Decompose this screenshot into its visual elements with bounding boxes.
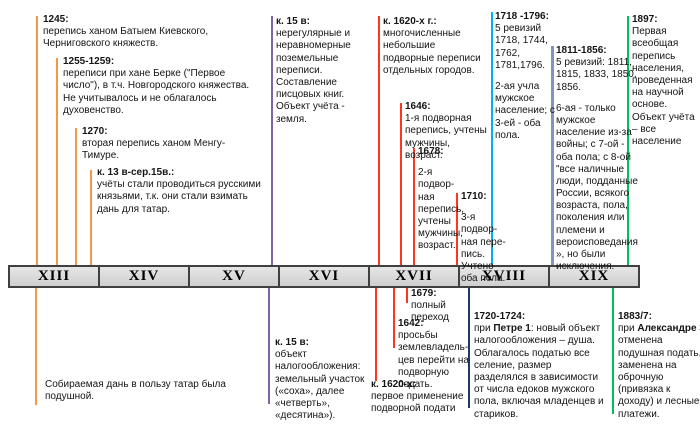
event-1883-text-pre: при [618,323,638,335]
event-1678-year: 1678: [418,146,444,157]
connector-1883 [612,288,614,414]
event-1245: 1245: перепись ханом Батыем Киевского, Ч… [43,14,243,51]
event-1646: 1646: 1-я подворная перепись, учтены муж… [405,101,490,162]
event-1720-year: 1720-1724: [474,311,526,322]
event-k15-top-text: нерегулярные и неравномерные поземельные… [276,28,351,125]
event-1245-text: перепись ханом Батыем Киевского, Черниго… [43,26,209,50]
event-1720-text-pre: при [474,323,494,335]
event-1245-year: 1245: [43,14,69,25]
event-1678-text: 2-я подвор-ная перепись, учтены мужчины,… [418,167,465,252]
connector-1718 [491,12,493,265]
event-1897-year: 1897: [632,14,658,25]
connector-1646 [400,103,402,265]
event-1679-text: полный переход [411,300,449,324]
event-1270: 1270: вторая перепись ханом Менгу-Тимуре… [82,126,242,163]
event-1811-1856: 1811-1856: 5 ревизий: 1811, 1815, 1833, … [556,45,642,273]
event-1720-text-bold: Петре 1 [493,323,531,335]
event-1255-text: переписи при хане Берке ("Первое число")… [63,68,250,116]
event-1679-year: 1679: [411,288,437,299]
connector-1679 [406,288,408,303]
event-k15-top: к. 15 в: нерегулярные и неравномерные по… [276,16,371,126]
event-1642-year: 1642: [398,318,424,329]
connector-1678 [413,148,415,265]
century-xvi: XVI [280,267,370,286]
connector-1710 [456,193,458,265]
event-1710-year: 1710: [461,191,487,202]
event-tribute-text: Собираемая дань в пользу татар была поду… [45,379,226,403]
event-1678: 1678: 2-я подвор-ная перепись, учтены му… [418,146,470,253]
connector-k15-bot [268,288,270,404]
event-1883-text-post: отменена подушная подать, заменена на об… [618,335,700,420]
event-1718-text: 5 ревизий 1718, 1744, 1762, 1781,1796. [495,23,548,71]
event-1811-text: 5 ревизий: 1811, 1815, 1833, 1850, 1856. [556,57,637,93]
event-1646-text: 1-я подворная перепись, учтены мужчины, … [405,113,487,161]
event-k15-bottom-text: объект налогообложения: земельный участо… [275,349,365,422]
event-1883-7: 1883/7: при Александре 3 отменена подушн… [618,311,700,421]
connector-1270 [75,128,77,265]
event-k1620-top-text: многочисленные небольшие подворные переп… [383,28,481,76]
century-xiv: XIV [100,267,190,286]
event-1270-text: вторая перепись ханом Менгу-Тимуре. [82,138,226,162]
connector-1897 [627,16,629,265]
century-xvii: XVII [370,267,460,286]
event-k1620-bottom-text: первое применение подворной подати [371,391,464,415]
event-1897: 1897: Первая всеобщая перепись населения… [632,14,696,148]
connector-k13 [90,170,92,265]
event-1679: 1679: полный переход [411,288,471,325]
event-k13-text: учёты стали проводиться русскими князьям… [97,179,261,215]
event-1255-year: 1255-1259: [63,56,115,67]
event-k1620-bottom-year: к. 1620-х: [371,379,417,390]
event-1718-text2: 2-ая учла мужское население; с 3-ей - об… [495,80,555,141]
event-1883-text-bold: Александре 3 [637,323,700,335]
century-bar: XIII XIV XV XVI XVII XVIII XIX [8,265,640,288]
event-1720-1724: 1720-1724: при Петре 1: новый объект нал… [474,311,606,421]
connector-1255 [56,58,58,265]
connector-1642 [393,288,395,348]
connector-k1620-bot [375,288,377,381]
event-1255-1259: 1255-1259: переписи при хане Берке ("Пер… [63,56,253,117]
event-1720-text-post: : новый объект налогообложения – душа. О… [474,323,604,420]
event-1718-year: 1718 -1796: [495,11,549,22]
connector-k1620-top [378,16,380,265]
connector-1245 [36,16,38,265]
connector-1720 [468,288,470,408]
connector-k15-top [271,16,273,265]
event-k15-top-year: к. 15 в: [276,16,310,27]
event-1883-text: при Александре 3 отменена подушная подат… [618,323,700,421]
event-1270-year: 1270: [82,126,108,137]
event-1642-text: просьбы землевладель-цев перейти на подв… [398,330,469,390]
event-1642: 1642: просьбы землевладель-цев перейти н… [398,318,482,391]
event-1710: 1710: 3-я подвор-ная пере-пись. Учтено о… [461,191,509,285]
event-1646-year: 1646: [405,101,431,112]
event-k15-bottom-year: к. 15 в: [275,337,309,348]
century-xviii: XVIII [460,267,550,286]
connector-1811 [551,46,554,265]
event-tribute-note: Собираемая дань в пользу татар была поду… [45,379,230,403]
event-k13-ser15: к. 13 в-сер.15в.: учёты стали проводитьс… [97,167,267,216]
event-k1620-top: к. 1620-х г.: многочисленные небольшие п… [383,16,487,77]
event-1720-text: при Петре 1: новый объект налогообложени… [474,323,606,421]
event-k1620-bottom: к. 1620-х: первое применение подворной п… [371,379,471,416]
century-xix: XIX [578,268,610,284]
event-k1620-top-year: к. 1620-х г.: [383,16,437,27]
century-xv: XV [190,267,280,286]
event-k15-bottom: к. 15 в: объект налогообложения: земельн… [275,337,385,422]
event-1883-year: 1883/7: [618,311,652,322]
event-1811-text2: 6-ая - только мужское население из-за во… [556,102,638,273]
connector-dan [35,288,37,405]
event-1897-text: Первая всеобщая перепись населения, пров… [632,26,695,147]
century-xiii: XIII [10,267,100,286]
event-1710-text: 3-я подвор-ная пере-пись. Учтено оба пол… [461,212,506,285]
event-k13-year: к. 13 в-сер.15в.: [97,167,175,178]
event-1718-1796: 1718 -1796: 5 ревизий 1718, 1744, 1762, … [495,11,559,142]
event-1811-year: 1811-1856: [556,45,607,56]
